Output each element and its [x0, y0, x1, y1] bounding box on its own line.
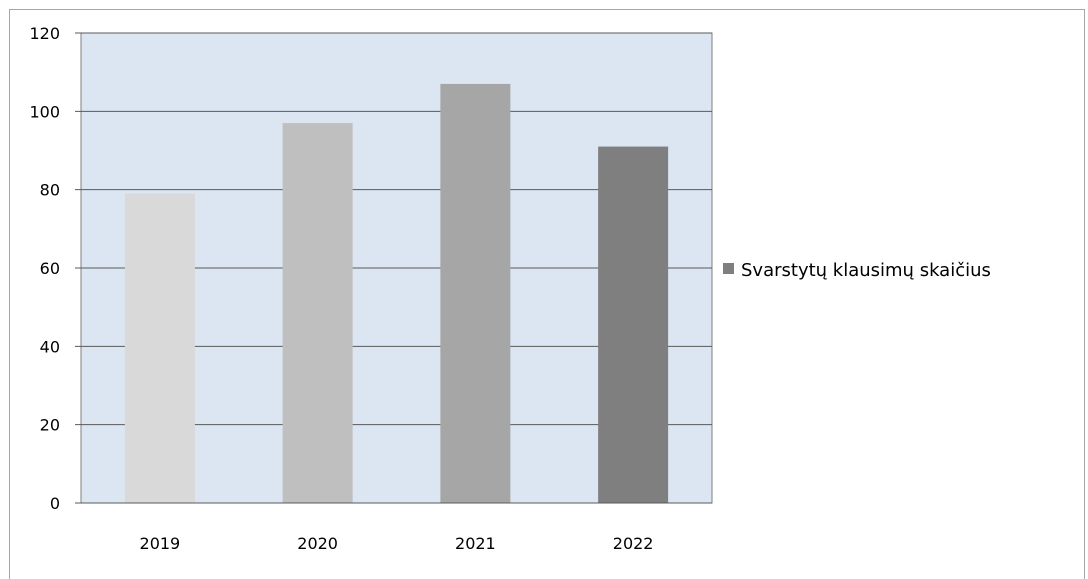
bar-2022: [598, 146, 669, 504]
x-tick-label: 2019: [140, 534, 181, 553]
x-tick-label: 2020: [297, 534, 338, 553]
bar-2020: [282, 123, 353, 503]
y-tick-label: 100: [29, 102, 60, 121]
bar-2019: [124, 193, 195, 504]
y-tick-label: 0: [50, 494, 60, 513]
x-tick-label: 2021: [455, 534, 496, 553]
legend: Svarstytų klausimų skaičius: [723, 260, 991, 281]
bar-2021: [440, 83, 511, 504]
x-axis-ticks: 2019 2020 2021 2022: [140, 534, 654, 553]
y-tick-label: 80: [40, 181, 60, 200]
legend-swatch: [723, 263, 734, 274]
x-tick-label: 2022: [613, 534, 654, 553]
bars: [75, 83, 712, 504]
y-axis-ticks: 0 20 40 60 80 100 120: [29, 24, 60, 513]
legend-label: Svarstytų klausimų skaičius: [741, 260, 991, 281]
y-tick-label: 60: [40, 259, 60, 278]
y-tick-label: 40: [40, 337, 60, 356]
y-tick-label: 120: [29, 24, 60, 43]
y-tick-label: 20: [40, 416, 60, 435]
